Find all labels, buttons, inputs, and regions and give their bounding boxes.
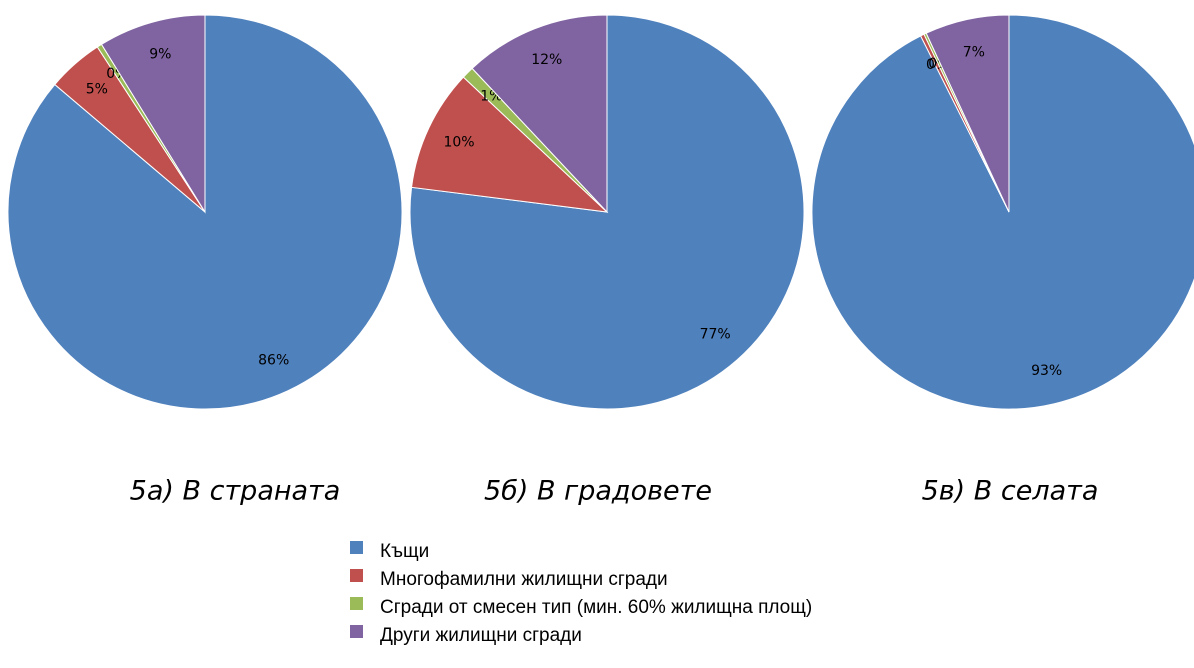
legend-label: Многофамилни жилищни сгради	[380, 569, 668, 590]
legend-swatch	[350, 541, 363, 554]
value-label: 77%	[700, 327, 731, 343]
pie-caption: 5б) В градовете	[484, 476, 712, 507]
value-label: 93%	[1031, 363, 1062, 379]
pie-slice	[471, 14, 608, 214]
value-label: 12%	[531, 52, 562, 68]
value-label: 5%	[86, 81, 108, 97]
pie-slice	[100, 14, 206, 214]
value-label: 9%	[149, 47, 171, 63]
legend-swatch	[350, 569, 363, 582]
pie-slice	[410, 76, 609, 213]
legend-swatch	[350, 597, 363, 610]
value-label: 86%	[258, 352, 289, 368]
legend-label: Други жилищни сгради	[380, 625, 582, 646]
pie-caption: 5в) В селата	[922, 476, 1099, 507]
legend-swatch	[350, 625, 363, 638]
value-label: 10%	[443, 134, 474, 150]
pie-slice	[925, 14, 1010, 213]
pie-caption: 5а) В страната	[130, 476, 341, 507]
pie-slice	[409, 14, 805, 410]
pie-slice	[811, 14, 1194, 410]
pie-slice	[7, 14, 403, 410]
legend-label: Сгради от смесен тип (мин. 60% жилищна п…	[380, 597, 812, 618]
value-label: 7%	[963, 44, 985, 60]
legend-label: Къщи	[380, 541, 429, 562]
